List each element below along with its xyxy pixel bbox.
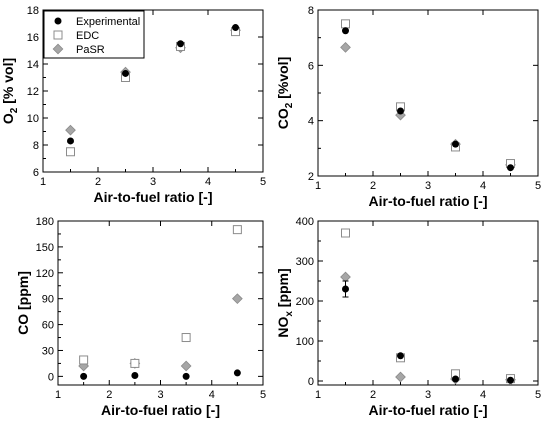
y-tick-label: 16 xyxy=(27,32,39,44)
pasr-point xyxy=(180,360,192,372)
pasr-point xyxy=(232,293,243,305)
legend-label-edc: EDC xyxy=(76,30,99,42)
pasr-point xyxy=(340,271,351,283)
y-tick-label: 30 xyxy=(42,345,54,357)
x-tick-label: 3 xyxy=(425,389,431,401)
experimental-point xyxy=(233,369,241,377)
x-tick-label: 1 xyxy=(315,389,321,401)
edc-point xyxy=(66,147,75,157)
experimental-point xyxy=(397,352,404,360)
x-tick-label: 4 xyxy=(209,389,215,401)
x-tick-label: 4 xyxy=(480,389,486,401)
y-tick-label: 300 xyxy=(296,256,314,268)
experimental-point xyxy=(507,164,514,172)
x-tick-label: 1 xyxy=(40,176,46,188)
y-tick-label: 90 xyxy=(42,294,54,306)
legend: Experimental EDC PaSR xyxy=(43,10,145,59)
experimental-point xyxy=(122,69,129,77)
y-tick-label: 0 xyxy=(48,371,54,383)
chart-panel-4: 1 2 3 4 5 0 100 200 300 400 Air-to-fuel ratio [-] N… xyxy=(275,216,541,418)
chart-panel-3: 1 2 3 4 5 0 30 60 90 120 150 180 Air-to-fuel ratio [… xyxy=(15,216,266,418)
edc-point xyxy=(341,228,350,238)
x-tick-label: 5 xyxy=(260,176,266,188)
y-tick-label: 400 xyxy=(296,216,314,228)
x-tick-label: 1 xyxy=(55,389,61,401)
pasr-point xyxy=(65,124,76,136)
x-axis-label: Air-to-fuel ratio [-] xyxy=(369,193,488,209)
x-axis-label: Air-to-fuel ratio [-] xyxy=(101,402,220,418)
y-axis-label: CO [ppm] xyxy=(15,271,31,335)
legend-label-pasr: PaSR xyxy=(76,44,105,56)
plot-frame xyxy=(57,220,264,386)
x-tick-label: 2 xyxy=(370,389,376,401)
x-tick-label: 4 xyxy=(205,176,211,188)
edc-point xyxy=(181,333,191,343)
experimental-point xyxy=(182,372,190,380)
y-tick-label: 200 xyxy=(296,296,314,308)
pasr-point xyxy=(395,371,406,383)
plot-frame xyxy=(317,9,539,177)
y-tick-label: 100 xyxy=(296,336,314,348)
y-tick-label: 18 xyxy=(27,5,39,17)
x-tick-label: 2 xyxy=(370,180,376,192)
edc-point xyxy=(79,355,89,365)
edc-point xyxy=(232,225,242,235)
experimental-point xyxy=(507,376,514,384)
y-tick-label: 8 xyxy=(33,140,39,152)
y-axis-label: CO2 [%vol] xyxy=(275,57,295,129)
x-tick-label: 4 xyxy=(480,180,486,192)
pasr-point xyxy=(340,41,351,53)
x-tick-label: 5 xyxy=(535,389,541,401)
x-axis-label: Air-to-fuel ratio [-] xyxy=(94,189,213,205)
y-tick-label: 10 xyxy=(27,113,39,125)
x-tick-label: 5 xyxy=(535,180,541,192)
experimental-point xyxy=(232,24,239,32)
legend-marker-edc xyxy=(53,30,63,40)
plot-frame xyxy=(317,220,539,386)
experimental-point xyxy=(131,372,139,380)
y-axis-label: O2 [% vol] xyxy=(0,58,20,124)
x-tick-label: 1 xyxy=(315,180,321,192)
y-tick-label: 0 xyxy=(308,376,314,388)
experimental-point xyxy=(342,27,349,35)
y-tick-label: 4 xyxy=(308,116,314,128)
y-tick-label: 6 xyxy=(33,167,39,179)
legend-marker-pasr xyxy=(52,43,64,55)
y-tick-label: 150 xyxy=(36,242,54,254)
legend-label-experimental: Experimental xyxy=(76,16,140,28)
y-tick-label: 14 xyxy=(27,59,39,71)
legend-marker-experimental xyxy=(54,17,62,25)
y-tick-label: 8 xyxy=(308,5,314,17)
y-tick-label: 2 xyxy=(308,171,314,183)
y-axis-label: NOx [ppm] xyxy=(275,268,295,337)
y-tick-label: 120 xyxy=(36,268,54,280)
experimental-point xyxy=(67,137,74,145)
y-tick-label: 6 xyxy=(308,60,314,72)
experimental-point xyxy=(452,375,459,383)
experimental-point xyxy=(342,285,349,293)
experimental-point xyxy=(397,107,404,115)
x-tick-label: 2 xyxy=(95,176,101,188)
x-axis-label: Air-to-fuel ratio [-] xyxy=(369,402,488,418)
edc-point xyxy=(341,19,350,29)
edc-point xyxy=(130,358,140,368)
x-tick-label: 3 xyxy=(150,176,156,188)
x-tick-label: 2 xyxy=(106,389,112,401)
x-tick-label: 3 xyxy=(157,389,163,401)
y-tick-label: 180 xyxy=(36,216,54,228)
experimental-point xyxy=(80,372,88,380)
x-tick-label: 5 xyxy=(260,389,266,401)
experimental-point xyxy=(452,140,459,148)
experimental-point xyxy=(177,40,184,48)
x-tick-label: 3 xyxy=(425,180,431,192)
y-tick-label: 12 xyxy=(27,86,39,98)
y-tick-label: 60 xyxy=(42,320,54,332)
